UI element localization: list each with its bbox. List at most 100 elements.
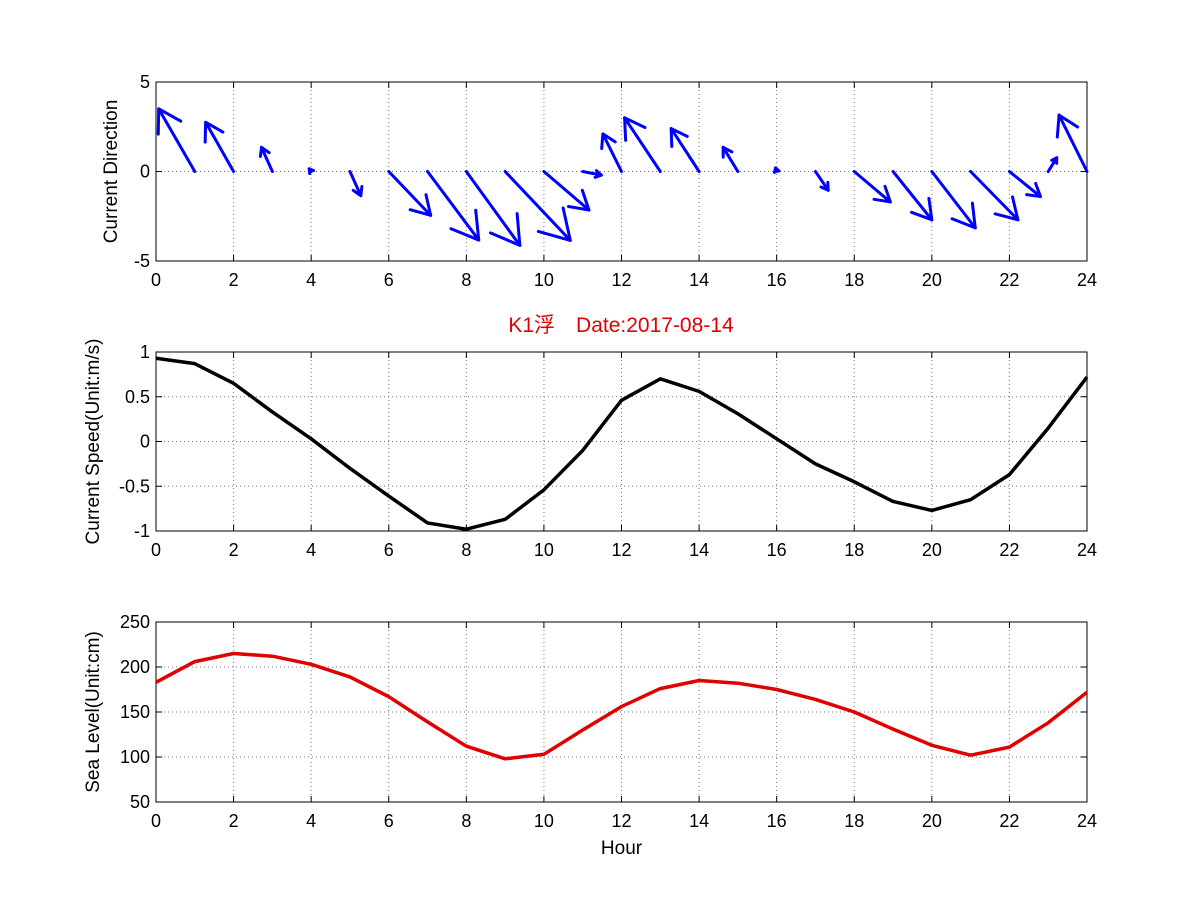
x-axis-label: Hour — [601, 838, 643, 859]
arrow-shaft — [813, 170, 830, 192]
y-axis-label: Sea Level(Unit:cm) — [83, 631, 104, 793]
arrow-head — [488, 212, 522, 247]
arrow-shaft — [426, 170, 481, 242]
arrow-head — [449, 208, 481, 242]
arrow-shaft — [1007, 170, 1042, 199]
x-tick-label: 2 — [229, 270, 239, 290]
arrow-head — [1025, 181, 1042, 199]
x-tick-label: 12 — [611, 540, 631, 560]
arrow-head — [1055, 113, 1080, 139]
x-tick-label: 22 — [999, 270, 1019, 290]
current-speed-line — [155, 356, 1089, 531]
arrow-head — [623, 116, 647, 142]
x-tick-label: 4 — [306, 270, 316, 290]
arrow-shaft — [581, 170, 603, 177]
arrow-head — [721, 145, 734, 159]
arrow-shaft — [1057, 113, 1089, 173]
x-tick-label: 18 — [844, 811, 864, 831]
y-tick-label: 0.5 — [125, 387, 150, 407]
y-tick-label: 0 — [140, 162, 150, 182]
current-arrow — [721, 145, 740, 173]
plot-area — [155, 351, 1088, 532]
y-tick-label: 5 — [140, 72, 150, 92]
current-arrow — [930, 170, 977, 230]
arrow-head — [600, 132, 617, 151]
y-tick-label: 150 — [120, 702, 150, 722]
arrow-shaft — [464, 170, 522, 247]
x-tick-label: 22 — [999, 540, 1019, 560]
arrow-shaft — [930, 170, 977, 230]
current-arrow — [387, 170, 433, 217]
current-arrow — [600, 132, 623, 173]
x-tick-label: 24 — [1077, 270, 1097, 290]
y-tick-label: -0.5 — [119, 476, 150, 496]
x-tick-label: 14 — [689, 270, 709, 290]
current-arrow — [542, 170, 591, 212]
current-arrow — [813, 170, 830, 192]
arrow-shaft — [852, 170, 892, 204]
y-tick-label: -5 — [134, 251, 150, 271]
x-tick-label: 18 — [844, 270, 864, 290]
x-tick-label: 0 — [151, 811, 161, 831]
arrow-head — [819, 180, 830, 192]
panel-2: 0 2 4 6 8 10 12 14 16 18 20 22 24-1-0.500.51Current … — [83, 339, 1097, 560]
arrow-head — [669, 127, 689, 148]
current-arrow — [1007, 170, 1042, 199]
x-tick-label: 22 — [999, 811, 1019, 831]
arrow-head — [909, 196, 934, 222]
arrow-shaft — [503, 170, 572, 242]
x-tick-label: 24 — [1077, 540, 1097, 560]
current-arrow — [1055, 113, 1089, 173]
current-arrow — [581, 169, 603, 179]
arrow-head — [993, 195, 1020, 222]
x-tick-label: 4 — [306, 811, 316, 831]
x-tick-label: 12 — [611, 811, 631, 831]
sea-level-line — [155, 651, 1089, 761]
arrow-head — [950, 201, 977, 230]
x-tick-label: 10 — [534, 811, 554, 831]
x-tick-label: 10 — [534, 270, 554, 290]
current-arrow — [1046, 156, 1059, 173]
arrow-head — [872, 184, 892, 204]
arrow-shaft — [669, 127, 701, 173]
arrow-shaft — [969, 170, 1020, 222]
current-arrow — [348, 170, 364, 198]
x-tick-label: 8 — [461, 540, 471, 560]
y-axis-label: Current Direction — [101, 100, 122, 244]
arrow-head — [593, 169, 603, 179]
x-tick-label: 14 — [689, 540, 709, 560]
current-arrow — [426, 170, 481, 242]
x-tick-label: 0 — [151, 540, 161, 560]
arrow-head — [203, 120, 225, 144]
x-tick-label: 6 — [384, 811, 394, 831]
arrow-shaft — [542, 170, 591, 212]
arrow-head — [307, 167, 316, 175]
current-arrow — [772, 166, 781, 174]
current-arrow — [503, 170, 572, 242]
arrow-head — [258, 145, 271, 159]
arrow-head — [1050, 156, 1059, 165]
x-tick-label: 12 — [611, 270, 631, 290]
x-tick-label: 10 — [534, 540, 554, 560]
x-tick-label: 2 — [229, 540, 239, 560]
x-tick-label: 14 — [689, 811, 709, 831]
x-tick-label: 16 — [767, 270, 787, 290]
current-arrow — [623, 116, 662, 173]
x-tick-label: 24 — [1077, 811, 1097, 831]
x-tick-label: 0 — [151, 270, 161, 290]
x-tick-label: 18 — [844, 540, 864, 560]
x-tick-label: 6 — [384, 540, 394, 560]
arrow-shaft — [601, 132, 623, 173]
arrow-shaft — [260, 145, 274, 173]
y-tick-label: 50 — [130, 792, 150, 812]
current-arrow — [258, 145, 274, 173]
x-tick-label: 2 — [229, 811, 239, 831]
current-arrow — [203, 120, 236, 173]
x-tick-label: 16 — [767, 540, 787, 560]
current-arrow — [156, 107, 197, 173]
current-arrow — [969, 170, 1020, 222]
current-arrow — [669, 127, 701, 173]
